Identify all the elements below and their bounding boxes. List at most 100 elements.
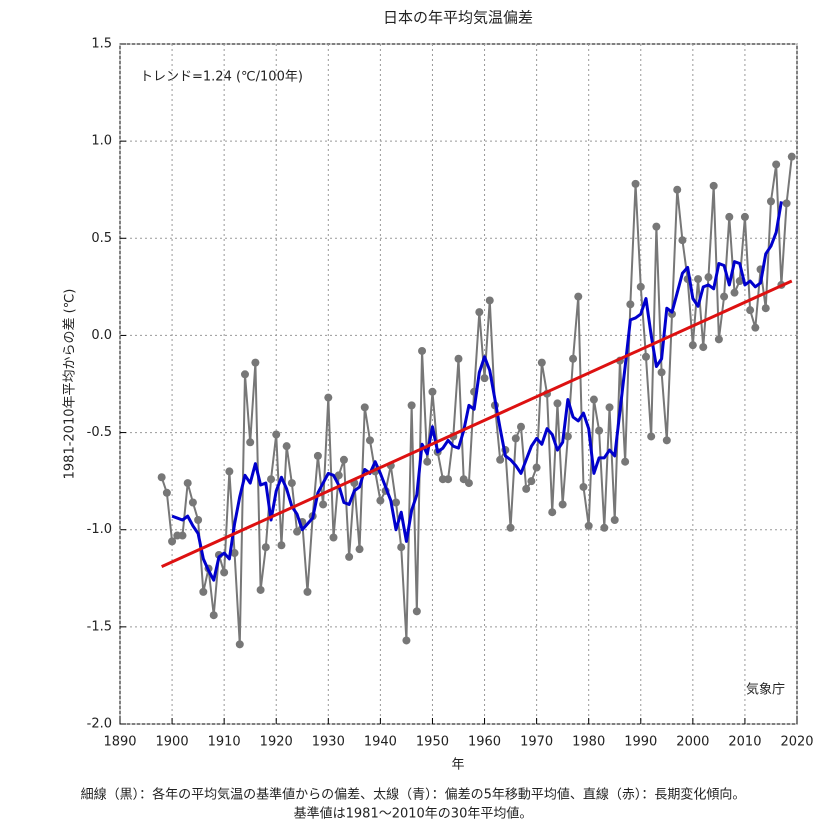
- data-point: [282, 442, 291, 451]
- data-point: [277, 541, 286, 550]
- x-tick-label: 1930: [312, 735, 345, 750]
- series-line: [160, 156, 793, 646]
- data-point: [558, 500, 567, 509]
- x-tick-label: 1940: [364, 735, 397, 750]
- x-tick-label: 1980: [572, 735, 605, 750]
- y-tick-label: -1.0: [87, 522, 112, 537]
- data-point: [225, 467, 234, 476]
- y-tick-label: -2.0: [87, 717, 112, 732]
- data-point: [235, 640, 244, 649]
- data-point: [751, 323, 760, 332]
- data-point: [740, 212, 749, 221]
- x-tick-label: 2000: [676, 735, 709, 750]
- data-point: [626, 300, 635, 309]
- data-point: [647, 432, 656, 441]
- x-tick-label: 2010: [728, 735, 761, 750]
- data-point: [272, 430, 281, 439]
- x-tick-label: 1960: [468, 735, 501, 750]
- data-point: [168, 537, 177, 546]
- data-point: [324, 393, 333, 402]
- data-point: [532, 463, 541, 472]
- data-point: [407, 401, 416, 410]
- data-point: [360, 403, 369, 412]
- data-point: [313, 451, 322, 460]
- data-point: [329, 533, 338, 542]
- data-point: [574, 292, 583, 301]
- data-point: [595, 426, 604, 435]
- data-point: [267, 475, 276, 484]
- data-point: [334, 471, 343, 480]
- x-tick-label: 1990: [624, 735, 657, 750]
- data-point: [303, 587, 312, 596]
- data-point: [183, 479, 192, 488]
- plot-frame: [119, 43, 798, 725]
- data-point: [522, 484, 531, 493]
- data-point: [621, 457, 630, 466]
- data-point: [782, 199, 791, 208]
- y-tick-label: -0.5: [87, 425, 112, 440]
- data-point: [772, 160, 781, 169]
- data-point: [584, 521, 593, 530]
- data-point: [402, 636, 411, 645]
- data-point: [579, 482, 588, 491]
- data-point: [730, 288, 739, 297]
- data-point: [709, 181, 718, 190]
- data-point: [725, 212, 734, 221]
- data-point: [444, 475, 453, 484]
- data-point: [641, 352, 650, 361]
- x-tick-label: 1900: [156, 735, 189, 750]
- data-point: [475, 308, 484, 317]
- data-point: [397, 543, 406, 552]
- data-point: [464, 479, 473, 488]
- data-point: [230, 549, 239, 558]
- data-point: [589, 395, 598, 404]
- y-tick-label: 0.0: [91, 328, 112, 343]
- data-point: [720, 292, 729, 301]
- series-line: [171, 201, 783, 582]
- data-point: [766, 197, 775, 206]
- x-tick-label: 1890: [103, 735, 136, 750]
- data-point: [423, 457, 432, 466]
- data-point: [209, 611, 218, 620]
- data-point: [412, 607, 421, 616]
- y-tick-label: 1.5: [91, 37, 112, 52]
- data-point: [600, 523, 609, 532]
- y-axis-label: 1981-2010年平均からの差 (℃): [63, 289, 78, 480]
- data-point: [162, 488, 171, 497]
- x-tick-label: 1970: [520, 735, 553, 750]
- data-point: [240, 370, 249, 379]
- x-tick-label: 2020: [780, 735, 813, 750]
- y-tick-label: 1.0: [91, 134, 112, 149]
- data-point: [516, 422, 525, 431]
- x-tick-label: 1920: [260, 735, 293, 750]
- y-tick-label: -1.5: [87, 619, 112, 634]
- data-point: [345, 552, 354, 561]
- data-point: [699, 343, 708, 352]
- data-point: [428, 387, 437, 396]
- x-tick-label: 1910: [208, 735, 241, 750]
- chart-title: 日本の年平均気温偏差: [383, 9, 533, 27]
- x-tick-label: 1950: [416, 735, 449, 750]
- data-point: [548, 508, 557, 517]
- data-point: [365, 436, 374, 445]
- data-point: [563, 432, 572, 441]
- data-point: [537, 358, 546, 367]
- data-point: [251, 358, 260, 367]
- data-point: [506, 523, 515, 532]
- data-point: [188, 498, 197, 507]
- data-point: [657, 368, 666, 377]
- data-point: [569, 354, 578, 363]
- footnote: 基準値は1981〜2010年の30年平均値。: [294, 806, 533, 822]
- data-point: [746, 306, 755, 315]
- data-point: [511, 434, 520, 443]
- source: 気象庁: [746, 682, 785, 698]
- data-point: [636, 282, 645, 291]
- data-point: [287, 479, 296, 488]
- data-point: [553, 399, 562, 408]
- data-point: [199, 587, 208, 596]
- data-point: [157, 473, 166, 482]
- data-point: [178, 531, 187, 540]
- data-point: [662, 436, 671, 445]
- data-point: [355, 545, 364, 554]
